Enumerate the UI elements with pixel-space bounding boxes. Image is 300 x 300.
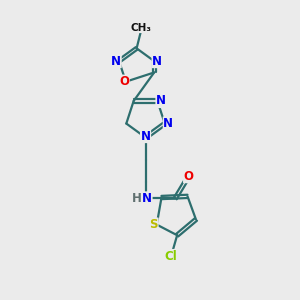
Text: O: O	[119, 75, 129, 88]
Text: Cl: Cl	[165, 250, 178, 262]
Text: O: O	[184, 170, 194, 183]
Text: S: S	[149, 218, 158, 231]
Text: H: H	[132, 192, 142, 205]
Text: N: N	[140, 130, 151, 142]
Text: N: N	[111, 55, 121, 68]
Text: N: N	[163, 117, 173, 130]
Text: N: N	[152, 55, 162, 68]
Text: N: N	[156, 94, 166, 107]
Text: CH₃: CH₃	[130, 22, 152, 32]
Text: N: N	[142, 192, 152, 205]
